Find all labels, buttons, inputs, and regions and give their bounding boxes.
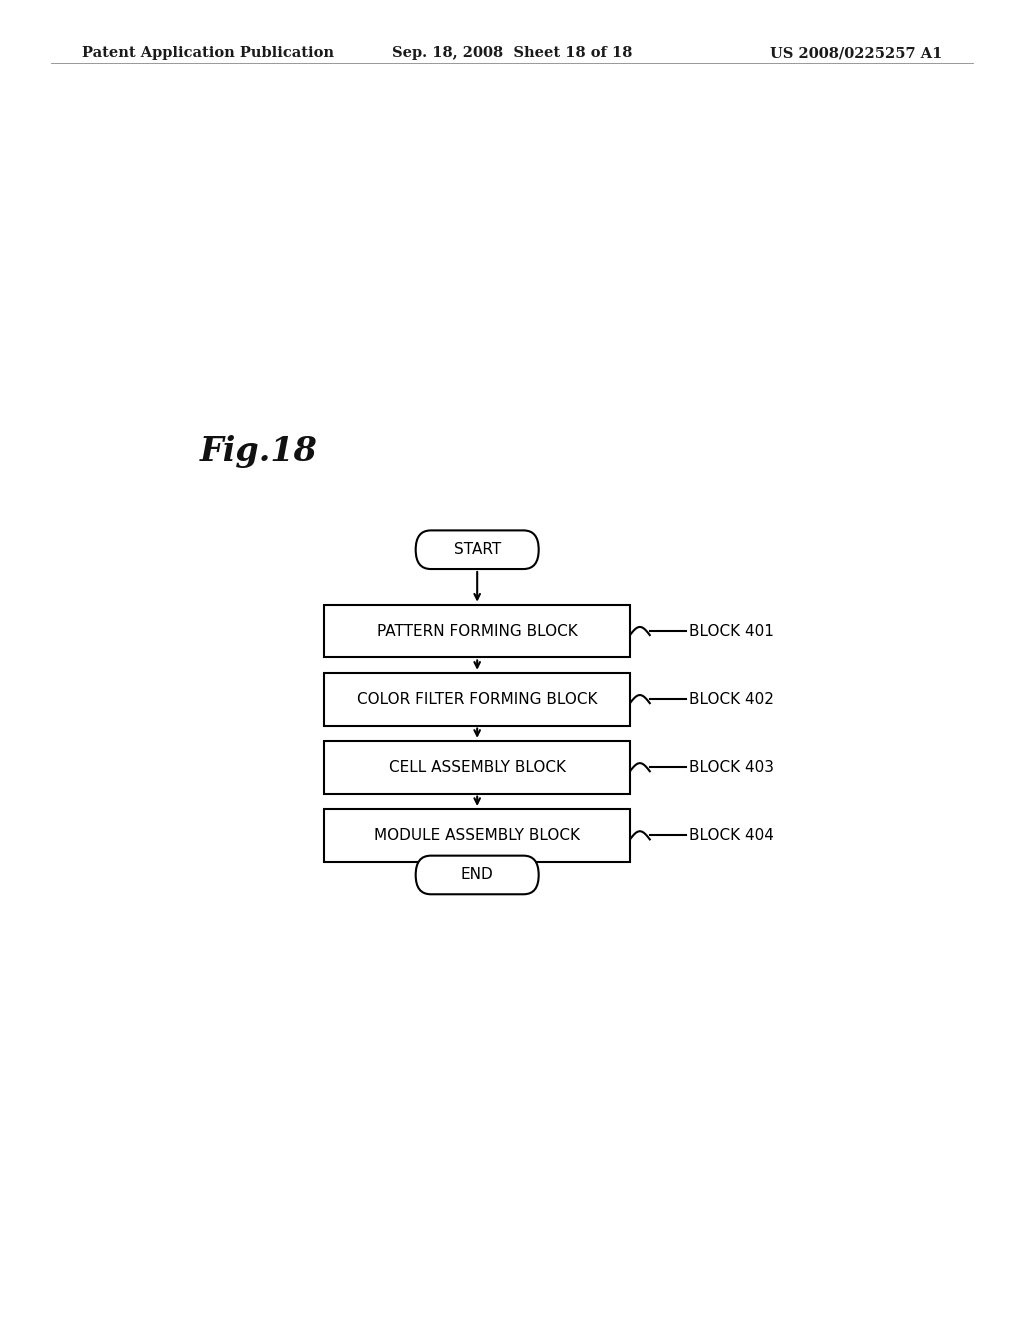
Text: US 2008/0225257 A1: US 2008/0225257 A1 bbox=[770, 46, 942, 61]
Text: END: END bbox=[461, 867, 494, 883]
Text: BLOCK 402: BLOCK 402 bbox=[689, 692, 774, 706]
FancyBboxPatch shape bbox=[416, 855, 539, 894]
Text: Patent Application Publication: Patent Application Publication bbox=[82, 46, 334, 61]
Text: MODULE ASSEMBLY BLOCK: MODULE ASSEMBLY BLOCK bbox=[374, 828, 581, 843]
Text: BLOCK 401: BLOCK 401 bbox=[689, 623, 774, 639]
Bar bbox=[325, 741, 630, 793]
FancyBboxPatch shape bbox=[416, 531, 539, 569]
Text: Sep. 18, 2008  Sheet 18 of 18: Sep. 18, 2008 Sheet 18 of 18 bbox=[392, 46, 632, 61]
Text: BLOCK 404: BLOCK 404 bbox=[689, 828, 774, 843]
Text: Fig.18: Fig.18 bbox=[200, 436, 317, 469]
Text: BLOCK 403: BLOCK 403 bbox=[689, 760, 774, 775]
Text: COLOR FILTER FORMING BLOCK: COLOR FILTER FORMING BLOCK bbox=[357, 692, 597, 706]
Text: CELL ASSEMBLY BLOCK: CELL ASSEMBLY BLOCK bbox=[389, 760, 565, 775]
Text: PATTERN FORMING BLOCK: PATTERN FORMING BLOCK bbox=[377, 623, 578, 639]
Bar bbox=[325, 809, 630, 862]
Bar bbox=[325, 673, 630, 726]
Text: START: START bbox=[454, 543, 501, 557]
Bar bbox=[325, 605, 630, 657]
